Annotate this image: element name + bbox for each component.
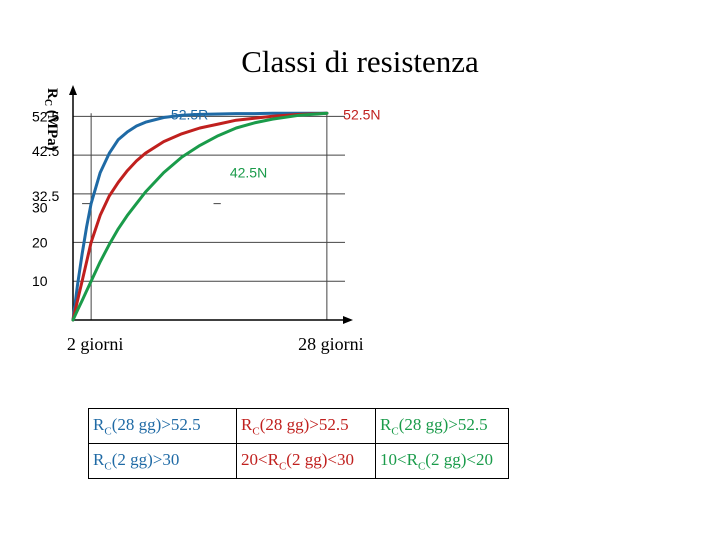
y-tick-label-30: 30 [32, 200, 48, 216]
cell-52-5r-2d: RC(2 gg)>30 [88, 443, 237, 479]
series-label-52-5n: 52.5N [343, 106, 380, 122]
cell-red-2d: 20<RC(2 gg)<30 [236, 443, 376, 479]
cell-green-28d: RC(28 gg)>52.5 [375, 408, 509, 444]
strength-chart: RC (MPa)52.5 42.5 32.530 20 10 2 giorni 28 gio… [32, 85, 381, 354]
y-tick-label-42-5: 42.5 [32, 143, 59, 159]
cell-green-2d: 10<RC(2 gg)<20 [375, 443, 509, 479]
y-tick-label-20: 20 [32, 234, 48, 250]
slide-title: Classi di resistenza [241, 44, 479, 79]
y-tick-label-32-5: 32.5 [32, 188, 59, 204]
series-line-red [71, 111, 329, 322]
y-tick-label-10: 10 [32, 273, 48, 289]
y-axis-arrow-icon [69, 85, 77, 95]
table-row-28-days: RC(28 gg)>52.5 RC(28 gg)>52.5 RC(28 gg)>… [88, 408, 509, 444]
cell-52-5r-28d: RC(28 gg)>52.5 [88, 408, 237, 444]
series-label-52-5r: 52.5R [171, 106, 208, 122]
x-tick-label-28-giorni: 28 giorni [298, 334, 364, 354]
series-line-42-5n [71, 111, 329, 322]
table-row-2-days: RC(2 gg)>30 20<RC(2 gg)<30 10<RC(2 gg)<2… [88, 443, 509, 479]
series-label-42-5n: 42.5N [230, 165, 267, 181]
series-line-52-5r [71, 111, 329, 322]
strength-class-table: RC(28 gg)>52.5 RC(28 gg)>52.5 RC(28 gg)>… [88, 408, 509, 479]
x-axis-arrow-icon [343, 316, 353, 324]
cell-red-28d: RC(28 gg)>52.5 [236, 408, 376, 444]
y-axis-title: RC (MPa) [42, 88, 60, 151]
y-tick-label-52-5: 52.5 [32, 108, 59, 124]
x-tick-label-2-giorni: 2 giorni [67, 334, 124, 354]
